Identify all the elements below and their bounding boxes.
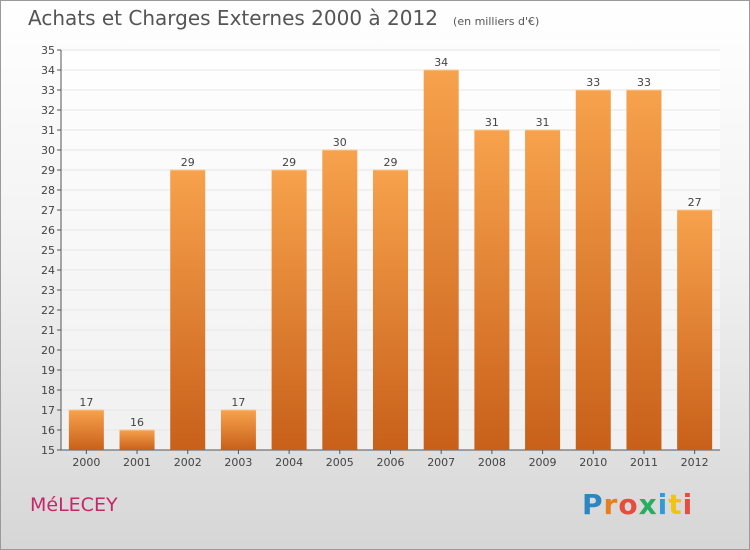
y-tick-label: 28: [41, 184, 55, 197]
y-tick-label: 23: [41, 284, 55, 297]
y-tick-label: 26: [41, 224, 55, 237]
data-label: 17: [231, 396, 245, 409]
x-tick-label: 2000: [72, 456, 100, 469]
y-tick-label: 31: [41, 124, 55, 137]
y-tick-label: 33: [41, 84, 55, 97]
y-tick-label: 16: [41, 424, 55, 437]
y-tick-label: 25: [41, 244, 55, 257]
chart-title-block: Achats et Charges Externes 2000 à 2012 (…: [28, 6, 539, 30]
y-tick-label: 32: [41, 104, 55, 117]
x-tick-label: 2001: [123, 456, 151, 469]
data-label: 27: [688, 196, 702, 209]
data-label: 16: [130, 416, 144, 429]
bar: [322, 150, 358, 450]
x-tick-label: 2005: [326, 456, 354, 469]
bar: [68, 410, 104, 450]
data-label: 30: [333, 136, 347, 149]
bar: [271, 170, 307, 450]
bar: [474, 130, 510, 450]
x-tick-label: 2012: [681, 456, 709, 469]
data-label: 17: [79, 396, 93, 409]
y-tick-label: 29: [41, 164, 55, 177]
x-tick-label: 2006: [377, 456, 405, 469]
logo-letter: i: [657, 488, 669, 521]
bar: [423, 70, 459, 450]
data-label: 29: [384, 156, 398, 169]
x-tick-label: 2002: [174, 456, 202, 469]
bar: [626, 90, 662, 450]
data-label: 29: [181, 156, 195, 169]
y-tick-label: 17: [41, 404, 55, 417]
data-label: 33: [586, 76, 600, 89]
y-tick-label: 20: [41, 344, 55, 357]
y-tick-label: 34: [41, 64, 55, 77]
x-tick-label: 2003: [224, 456, 252, 469]
y-tick-label: 19: [41, 364, 55, 377]
logo-letter: i: [682, 488, 694, 521]
logo-letter: P: [582, 488, 604, 521]
y-tick-label: 27: [41, 204, 55, 217]
bar: [677, 210, 713, 450]
x-tick-label: 2011: [630, 456, 658, 469]
data-label: 31: [536, 116, 550, 129]
x-tick-label: 2009: [529, 456, 557, 469]
y-tick-label: 15: [41, 444, 55, 457]
x-tick-label: 2004: [275, 456, 303, 469]
x-tick-label: 2008: [478, 456, 506, 469]
logo-letter: o: [618, 488, 639, 521]
proxiti-logo[interactable]: Proxiti: [582, 488, 693, 521]
data-label: 33: [637, 76, 651, 89]
bar: [525, 130, 561, 450]
data-label: 29: [282, 156, 296, 169]
y-tick-label: 22: [41, 304, 55, 317]
x-tick-label: 2007: [427, 456, 455, 469]
data-label: 34: [434, 56, 448, 69]
y-tick-label: 21: [41, 324, 55, 337]
y-tick-label: 18: [41, 384, 55, 397]
bar: [575, 90, 611, 450]
bar: [373, 170, 408, 450]
y-tick-label: 35: [41, 44, 55, 57]
logo-letter: x: [638, 488, 658, 521]
x-tick-label: 2010: [579, 456, 607, 469]
bar: [170, 170, 206, 450]
logo-letter: r: [603, 488, 619, 521]
bar: [119, 430, 155, 450]
logo-letter: t: [668, 488, 683, 521]
y-tick-label: 30: [41, 144, 55, 157]
bar: [220, 410, 256, 450]
chart-unit: (en milliers d'€): [453, 15, 540, 28]
y-tick-label: 24: [41, 264, 55, 277]
commune-name: MéLECEY: [30, 494, 118, 516]
data-label: 31: [485, 116, 499, 129]
chart-title: Achats et Charges Externes 2000 à 2012: [28, 6, 438, 30]
